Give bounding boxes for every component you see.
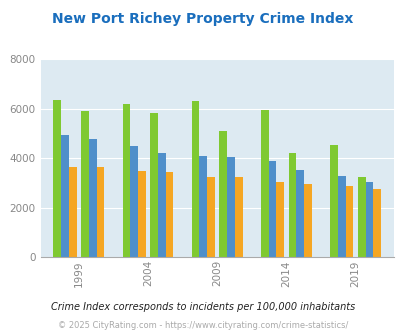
Bar	[288, 153, 296, 257]
Bar	[345, 185, 352, 257]
Text: © 2025 CityRating.com - https://www.cityrating.com/crime-statistics/: © 2025 CityRating.com - https://www.city…	[58, 321, 347, 330]
Bar	[219, 131, 227, 257]
Bar	[150, 113, 158, 257]
Bar	[96, 167, 104, 257]
Bar	[138, 171, 145, 257]
Bar	[53, 100, 61, 257]
Bar	[207, 177, 215, 257]
Bar	[234, 177, 242, 257]
Bar	[296, 170, 303, 257]
Bar	[191, 102, 199, 257]
Bar	[268, 161, 276, 257]
Bar	[227, 157, 234, 257]
Bar	[329, 145, 337, 257]
Bar	[61, 135, 69, 257]
Bar	[364, 182, 373, 257]
Bar	[158, 153, 165, 257]
Bar	[276, 182, 283, 257]
Bar	[122, 104, 130, 257]
Bar	[69, 167, 77, 257]
Bar	[260, 110, 268, 257]
Bar	[337, 176, 345, 257]
Bar	[165, 172, 173, 257]
Text: New Port Richey Property Crime Index: New Port Richey Property Crime Index	[52, 12, 353, 25]
Text: Crime Index corresponds to incidents per 100,000 inhabitants: Crime Index corresponds to incidents per…	[51, 302, 354, 312]
Bar	[89, 139, 96, 257]
Bar	[357, 177, 364, 257]
Bar	[199, 156, 207, 257]
Bar	[130, 146, 138, 257]
Bar	[303, 184, 311, 257]
Bar	[81, 112, 89, 257]
Bar	[373, 189, 380, 257]
